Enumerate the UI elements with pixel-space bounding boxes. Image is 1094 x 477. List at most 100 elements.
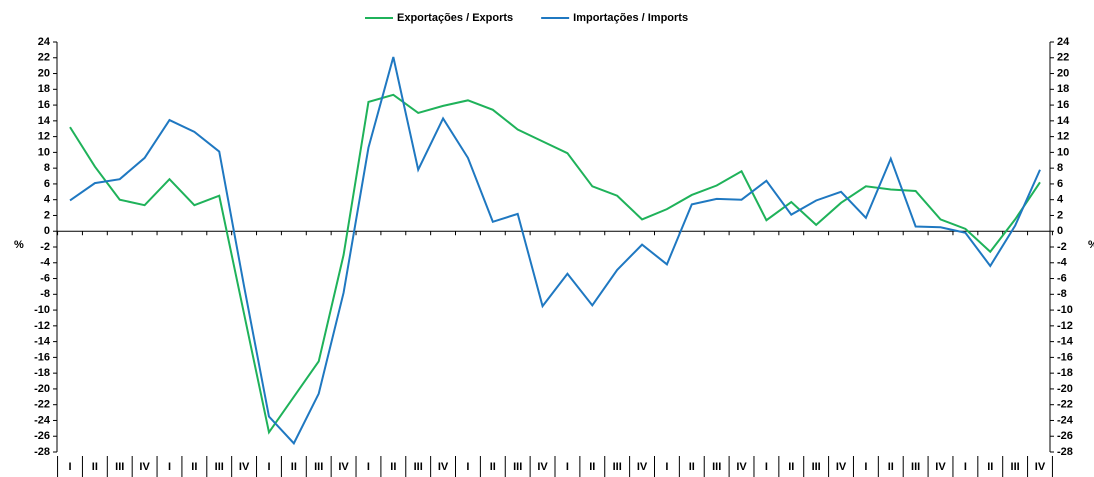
x-tick-label: III xyxy=(215,461,224,473)
x-tick-label: IV xyxy=(637,461,648,473)
x-tick-label: II xyxy=(589,461,595,473)
y-tick-label-right: -28 xyxy=(1057,446,1073,458)
x-tick-label: IV xyxy=(438,461,449,473)
y-tick-label: -24 xyxy=(34,414,51,426)
legend-label: Importações / Imports xyxy=(573,12,688,24)
x-tick-label: I xyxy=(964,461,967,473)
y-tick-label-right: -4 xyxy=(1057,257,1068,269)
x-tick-label: III xyxy=(812,461,821,473)
y-tick-label: 18 xyxy=(38,83,50,95)
y-tick-label-right: 14 xyxy=(1057,115,1070,127)
y-tick-label: 10 xyxy=(38,146,50,158)
x-tick-label: II xyxy=(490,461,496,473)
y-axis-label-right: % xyxy=(1088,239,1094,251)
y-tick-label: -4 xyxy=(40,257,51,269)
y-tick-label: -16 xyxy=(34,351,50,363)
x-tick-label: III xyxy=(513,461,522,473)
x-tick-label: I xyxy=(466,461,469,473)
x-tick-label: II xyxy=(888,461,894,473)
y-tick-label: -10 xyxy=(34,304,50,316)
y-tick-label-right: 18 xyxy=(1057,83,1069,95)
x-tick-label: III xyxy=(911,461,920,473)
x-tick-label: IV xyxy=(935,461,946,473)
x-tick-label: I xyxy=(665,461,668,473)
y-tick-label: 0 xyxy=(44,225,50,237)
y-tick-label: -2 xyxy=(40,241,50,253)
y-tick-label: 22 xyxy=(38,52,50,64)
series-line xyxy=(69,93,1041,435)
y-tick-label: -20 xyxy=(34,383,50,395)
y-tick-label-right: 6 xyxy=(1057,178,1063,190)
y-tick-label-right: 16 xyxy=(1057,99,1069,111)
x-tick-label: II xyxy=(788,461,794,473)
y-tick-label-right: 24 xyxy=(1057,36,1070,48)
y-tick-label-right: 20 xyxy=(1057,67,1069,79)
y-tick-label-right: -2 xyxy=(1057,241,1067,253)
x-tick-label: III xyxy=(314,461,323,473)
y-tick-label-right: -22 xyxy=(1057,399,1073,411)
y-tick-label-right: -26 xyxy=(1057,430,1073,442)
x-tick-label: I xyxy=(68,461,71,473)
x-tick-label: II xyxy=(390,461,396,473)
y-axis-label: % xyxy=(14,239,24,251)
legend-label: Exportações / Exports xyxy=(397,12,513,24)
y-tick-label: 12 xyxy=(38,131,50,143)
x-tick-label: I xyxy=(367,461,370,473)
x-tick-label: IV xyxy=(836,461,847,473)
y-tick-label-right: -16 xyxy=(1057,351,1073,363)
x-tick-label: I xyxy=(765,461,768,473)
y-tick-label: -6 xyxy=(40,272,50,284)
y-tick-label-right: -10 xyxy=(1057,304,1073,316)
y-tick-label: -26 xyxy=(34,430,50,442)
y-tick-label-right: 10 xyxy=(1057,146,1069,158)
x-tick-label: II xyxy=(191,461,197,473)
y-tick-label: 6 xyxy=(44,178,50,190)
x-tick-label: II xyxy=(987,461,993,473)
y-tick-label: 4 xyxy=(44,194,51,206)
x-tick-label: I xyxy=(168,461,171,473)
y-tick-label-right: -8 xyxy=(1057,288,1067,300)
y-tick-label: -28 xyxy=(34,446,50,458)
y-tick-label-right: 12 xyxy=(1057,131,1069,143)
x-tick-label: IV xyxy=(537,461,548,473)
y-tick-label: 8 xyxy=(44,162,50,174)
y-tick-label: -22 xyxy=(34,399,50,411)
y-tick-label-right: 22 xyxy=(1057,52,1069,64)
y-tick-label: -18 xyxy=(34,367,50,379)
x-tick-label: III xyxy=(613,461,622,473)
y-tick-label-right: 4 xyxy=(1057,194,1064,206)
y-tick-label-right: -18 xyxy=(1057,367,1073,379)
y-tick-label-right: -6 xyxy=(1057,272,1067,284)
x-tick-label: II xyxy=(689,461,695,473)
x-tick-label: III xyxy=(414,461,423,473)
x-tick-label: II xyxy=(291,461,297,473)
x-tick-label: IV xyxy=(736,461,747,473)
y-tick-label: -14 xyxy=(34,336,51,348)
x-tick-label: II xyxy=(92,461,98,473)
x-tick-label: IV xyxy=(338,461,349,473)
x-tick-label: III xyxy=(712,461,721,473)
x-tick-label: IV xyxy=(1035,461,1046,473)
x-tick-label: I xyxy=(864,461,867,473)
x-tick-label: IV xyxy=(239,461,250,473)
y-tick-label-right: -24 xyxy=(1057,414,1074,426)
y-tick-label: 20 xyxy=(38,67,50,79)
y-tick-label: -12 xyxy=(34,320,50,332)
y-tick-label-right: 2 xyxy=(1057,209,1063,221)
x-tick-label: IV xyxy=(139,461,150,473)
x-tick-label: I xyxy=(566,461,569,473)
y-tick-label-right: -14 xyxy=(1057,336,1074,348)
y-tick-label: 24 xyxy=(38,36,51,48)
x-tick-label: III xyxy=(115,461,124,473)
y-tick-label-right: -12 xyxy=(1057,320,1073,332)
y-tick-label: -8 xyxy=(40,288,50,300)
x-tick-label: III xyxy=(1011,461,1020,473)
y-tick-label: 14 xyxy=(38,115,51,127)
y-tick-label: 16 xyxy=(38,99,50,111)
y-tick-label-right: -20 xyxy=(1057,383,1073,395)
x-tick-label: I xyxy=(267,461,270,473)
y-tick-label-right: 0 xyxy=(1057,225,1063,237)
y-tick-label: 2 xyxy=(44,209,50,221)
